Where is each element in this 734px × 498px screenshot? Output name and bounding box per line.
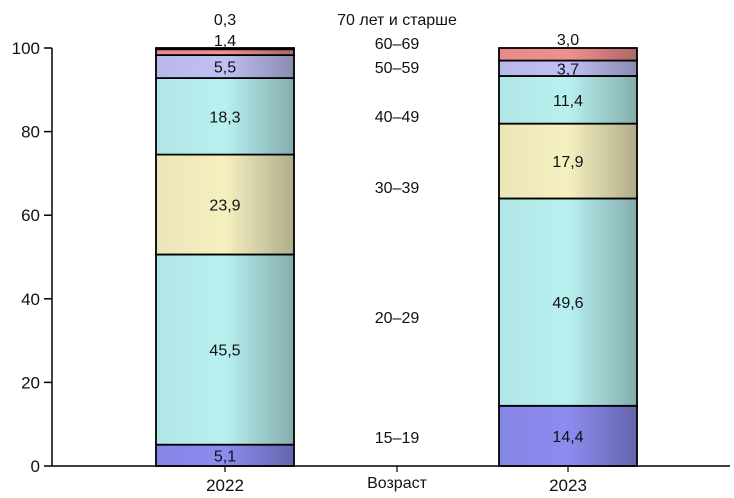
data-label: 18,3 <box>209 109 240 126</box>
bar-segment <box>498 47 638 62</box>
series-label: 50–59 <box>375 60 420 77</box>
category-label: 2023 <box>549 476 587 495</box>
bar-segment <box>155 153 295 256</box>
series-label: 70 лет и старше <box>337 12 457 29</box>
y-tick-label: 60 <box>21 206 40 225</box>
bar-segment <box>155 47 295 51</box>
y-tick-label: 0 <box>31 457 40 476</box>
data-label: 5,5 <box>214 60 236 77</box>
data-label: 23,9 <box>209 198 240 215</box>
series-label: 40–49 <box>375 109 420 126</box>
data-label: 45,5 <box>209 343 240 360</box>
bar-segment <box>498 122 638 200</box>
data-label: 17,9 <box>552 154 583 171</box>
data-label: 3,0 <box>557 32 579 49</box>
data-label: 1,4 <box>214 33 236 50</box>
data-label: 0,3 <box>214 12 236 29</box>
category-label: 2022 <box>206 476 244 495</box>
x-axis-title: Возраст <box>367 475 428 492</box>
series-label: 30–39 <box>375 180 420 197</box>
series-label: 15–19 <box>375 430 420 447</box>
segment-labels: 15–19 20–29 30–39 40–49 50–59 60–69 70 лет и с… <box>337 12 457 447</box>
y-axis-ticks: 0 20 40 60 80 100 <box>12 39 569 476</box>
data-label: 3,7 <box>557 61 579 78</box>
data-label: 5,1 <box>214 448 236 465</box>
bar-segment <box>155 253 295 446</box>
bars: 5,1 45,5 23,9 18,3 5,5 1,4 0,3 14,4 49,6 17,9 11,4… <box>155 12 638 467</box>
bar-segment <box>498 75 638 125</box>
data-label: 11,4 <box>553 93 583 110</box>
y-tick-label: 100 <box>12 39 40 58</box>
series-label: 20–29 <box>375 310 420 327</box>
data-label: 14,4 <box>552 429 583 446</box>
y-tick-label: 40 <box>21 290 40 309</box>
y-tick-label: 80 <box>21 123 40 142</box>
bar-segment <box>155 77 295 156</box>
y-tick-label: 20 <box>21 373 40 392</box>
bar-segment <box>498 197 638 407</box>
data-label: 49,6 <box>552 295 583 312</box>
x-axis-labels: 2022 2023 Возраст <box>206 475 587 495</box>
series-label: 60–69 <box>375 36 420 53</box>
